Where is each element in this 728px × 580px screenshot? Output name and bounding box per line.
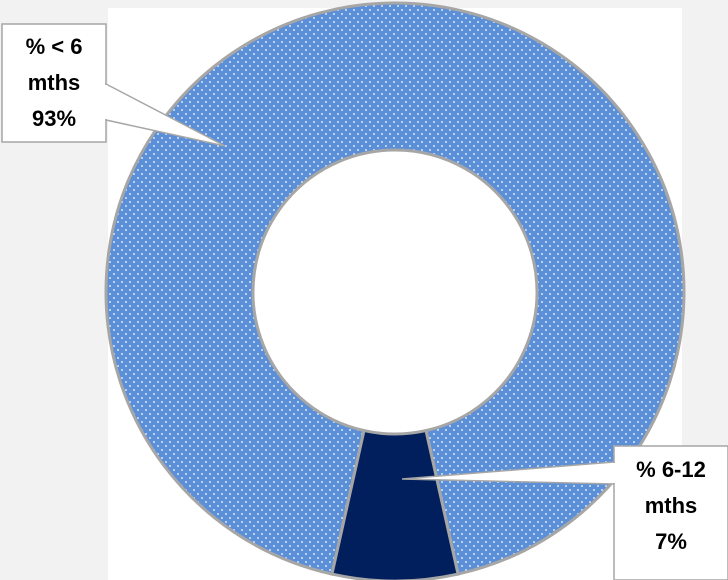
data-label-line: mths — [645, 493, 698, 518]
slices-layer — [104, 1, 686, 580]
data-label-under-6-months: % < 6 mths 93% — [1, 23, 226, 147]
data-label-line: 7% — [655, 529, 687, 554]
data-label-line: % < 6 — [26, 34, 83, 59]
data-label-line: % 6-12 — [636, 457, 706, 482]
data-label-line: mths — [28, 70, 81, 95]
data-label-6-to-12-months: % 6-12 mths 7% — [401, 445, 728, 580]
data-label-box — [1, 23, 107, 143]
data-label-line: 93% — [32, 106, 76, 131]
data-label-box — [613, 445, 728, 580]
labels-layer: % < 6 mths 93% % 6-12 mths 7% — [1, 23, 728, 580]
